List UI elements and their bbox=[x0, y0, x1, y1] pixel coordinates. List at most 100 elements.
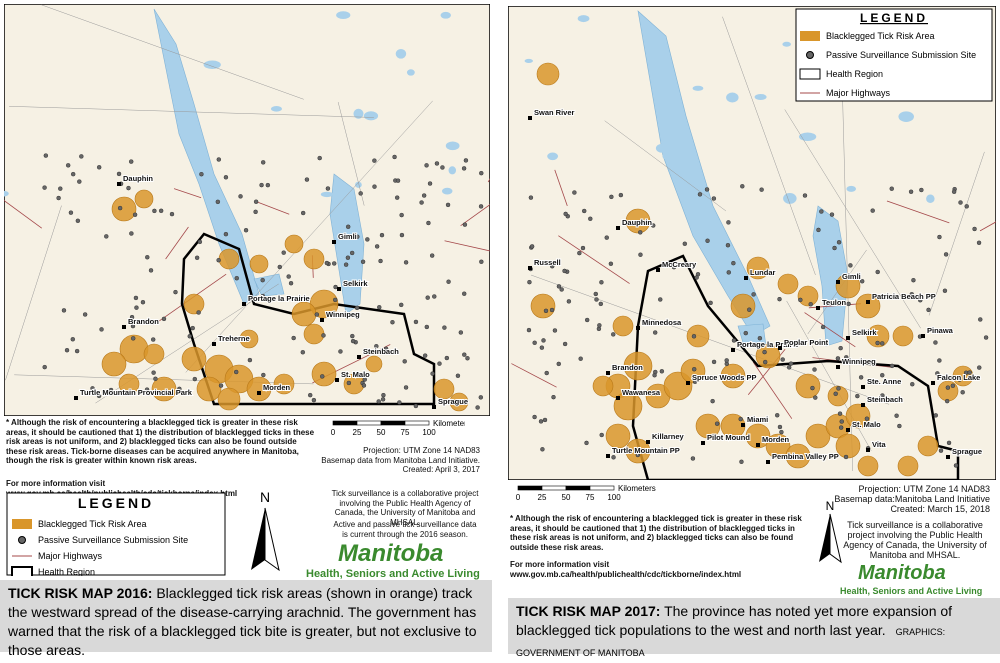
place-marker bbox=[528, 266, 532, 270]
risk-area bbox=[184, 294, 204, 314]
surveillance-site bbox=[952, 190, 956, 194]
surveillance-site bbox=[399, 303, 403, 307]
surveillance-site bbox=[292, 336, 296, 340]
surveillance-site bbox=[365, 237, 369, 241]
surveillance-site bbox=[933, 341, 937, 345]
surveillance-site bbox=[372, 159, 376, 163]
surveillance-site bbox=[346, 256, 350, 260]
surveillance: Tick surveillance is a collaborative pro… bbox=[840, 520, 990, 560]
logo-dept: Health, Seniors and Active Living bbox=[840, 586, 982, 596]
surveillance-site bbox=[333, 298, 337, 302]
legend-swatch bbox=[807, 52, 814, 59]
north-arrow: N bbox=[815, 500, 845, 566]
scale-label: 100 bbox=[422, 428, 436, 437]
surveillance-site bbox=[393, 155, 397, 159]
surveillance-site bbox=[305, 178, 309, 182]
surveillance-site bbox=[129, 231, 133, 235]
surveillance-site bbox=[880, 341, 884, 345]
surveillance-site bbox=[836, 356, 840, 360]
place-marker bbox=[320, 318, 324, 322]
surveillance-site bbox=[479, 395, 483, 399]
surveillance-site bbox=[43, 186, 47, 190]
north-arrow: N bbox=[245, 490, 285, 575]
surveillance-site bbox=[895, 414, 899, 418]
created: Created: April 3, 2017 bbox=[320, 465, 480, 475]
surveillance-site bbox=[927, 308, 931, 312]
surveillance-site bbox=[581, 246, 585, 250]
surveillance-site bbox=[739, 460, 743, 464]
place-label: Brandon bbox=[128, 317, 159, 326]
scale-label: 75 bbox=[586, 493, 595, 502]
surveillance-site bbox=[479, 260, 483, 264]
logo: Manitoba bbox=[858, 562, 946, 585]
surveillance-site bbox=[798, 298, 802, 302]
surveillance-site bbox=[462, 166, 466, 170]
surveillance-site bbox=[572, 191, 576, 195]
surveillance-site bbox=[973, 227, 977, 231]
place-marker bbox=[816, 306, 820, 310]
logo: Manitoba bbox=[338, 540, 443, 568]
surveillance-site bbox=[375, 244, 379, 248]
legend-item: Major Highways bbox=[38, 551, 103, 561]
place-label: Wawanesa bbox=[622, 388, 661, 397]
surveillance-site bbox=[422, 194, 426, 198]
risk-area bbox=[537, 63, 559, 85]
surveillance-site bbox=[423, 354, 427, 358]
surveillance-site bbox=[550, 308, 554, 312]
surveillance-site bbox=[726, 243, 730, 247]
place-label: Steinbach bbox=[363, 347, 399, 356]
legend-title: LEGEND bbox=[78, 495, 154, 511]
surveillance-site bbox=[552, 395, 556, 399]
surveillance-site bbox=[464, 158, 468, 162]
surveillance-site bbox=[588, 217, 592, 221]
surveillance-site bbox=[159, 209, 163, 213]
surveillance-site bbox=[390, 320, 394, 324]
surveillance-site bbox=[744, 331, 748, 335]
small-lake bbox=[525, 59, 533, 63]
surveillance-site bbox=[414, 320, 418, 324]
surveillance-site bbox=[151, 338, 155, 342]
surveillance-site bbox=[239, 194, 243, 198]
more-info-url: www.gov.mb.ca/health/publichealth/cdc/ti… bbox=[510, 570, 741, 580]
surveillance-site bbox=[542, 338, 546, 342]
surveillance-site bbox=[308, 393, 312, 397]
scale-label: 50 bbox=[377, 428, 386, 437]
arrow-right bbox=[265, 508, 279, 570]
surveillance-site bbox=[442, 326, 446, 330]
scale-label: 0 bbox=[331, 428, 336, 437]
surveillance-site bbox=[946, 386, 950, 390]
surveillance-site bbox=[479, 204, 483, 208]
surveillance-site bbox=[173, 290, 177, 294]
legend-item: Health Region bbox=[826, 69, 883, 79]
surveillance-site bbox=[533, 341, 537, 345]
surveillance-site bbox=[301, 350, 305, 354]
place-marker bbox=[616, 396, 620, 400]
surveillance-site bbox=[350, 251, 354, 255]
surveillance-site bbox=[465, 356, 469, 360]
place-marker bbox=[931, 381, 935, 385]
surveillance-site bbox=[396, 179, 400, 183]
surveillance-site bbox=[118, 206, 122, 210]
surveillance-site bbox=[859, 375, 863, 379]
surveillance-site bbox=[131, 336, 135, 340]
small-lake bbox=[898, 111, 914, 122]
place-marker bbox=[74, 396, 78, 400]
note: * Although the risk of encountering a bl… bbox=[510, 514, 810, 552]
place-label: Pembina Valley PP bbox=[772, 452, 839, 461]
place-marker bbox=[212, 342, 216, 346]
risk-area bbox=[613, 316, 633, 336]
surveillance-site bbox=[712, 197, 716, 201]
surveillance-site bbox=[594, 292, 598, 296]
surveillance-site bbox=[836, 386, 840, 390]
surveillance-site bbox=[351, 339, 355, 343]
place-label: St. Malo bbox=[341, 370, 370, 379]
surveillance-site bbox=[447, 280, 451, 284]
surveillance-site bbox=[653, 370, 657, 374]
risk-area bbox=[135, 190, 153, 208]
surveillance-site bbox=[254, 200, 258, 204]
risk-area bbox=[144, 344, 164, 364]
surveillance-site bbox=[660, 369, 664, 373]
surveillance-site bbox=[557, 284, 561, 288]
surveillance-site bbox=[847, 302, 851, 306]
